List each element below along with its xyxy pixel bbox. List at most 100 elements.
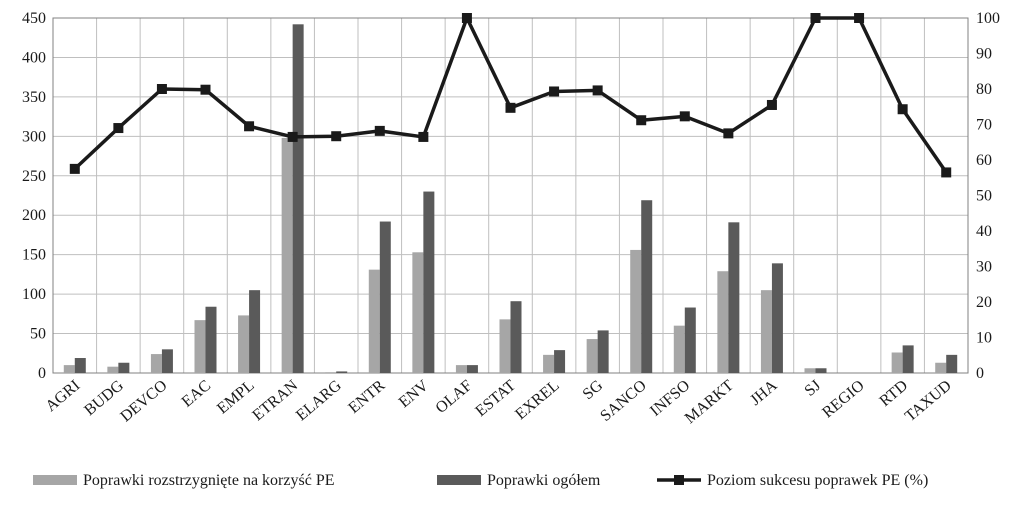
bar xyxy=(630,249,642,373)
bar xyxy=(379,221,391,373)
legend-item: Poprawki ogółem xyxy=(437,472,601,489)
x-tick-label: ENTR xyxy=(345,377,388,417)
bar xyxy=(74,358,86,373)
bar xyxy=(150,354,162,373)
bar xyxy=(107,366,119,373)
x-tick-label: AGRI xyxy=(42,377,83,415)
line-marker xyxy=(592,85,603,96)
right-y-tick-label: 90 xyxy=(976,46,992,63)
line-marker xyxy=(461,13,472,23)
x-tick-label: JHA xyxy=(747,377,781,409)
x-tick-label: ELARG xyxy=(293,377,345,425)
bar xyxy=(292,24,304,374)
line-marker xyxy=(854,13,865,23)
x-tick-label: RTD xyxy=(877,377,912,410)
bar xyxy=(804,368,816,373)
bar xyxy=(281,137,293,373)
line-marker xyxy=(897,104,908,115)
line-marker xyxy=(244,121,255,132)
bar xyxy=(510,301,522,373)
left-y-tick-label: 300 xyxy=(22,128,46,145)
x-tick-label: OLAF xyxy=(433,377,476,417)
bar xyxy=(946,354,958,373)
legend-swatch xyxy=(437,475,481,485)
bar xyxy=(586,339,598,373)
bar xyxy=(684,307,696,373)
bar xyxy=(336,371,348,373)
left-y-tick-label: 50 xyxy=(30,326,46,343)
bar xyxy=(771,263,783,373)
x-tick-label: TAXUD xyxy=(902,377,955,425)
line-marker xyxy=(156,84,167,94)
right-y-tick-label: 60 xyxy=(976,152,992,169)
x-tick-label: ESTAT xyxy=(472,377,519,420)
legend-swatch xyxy=(33,475,77,485)
line-marker xyxy=(287,131,298,142)
line-marker xyxy=(331,131,342,142)
line-marker xyxy=(113,123,124,134)
bar xyxy=(205,306,217,373)
bar xyxy=(554,350,566,373)
x-tick-label: SJ xyxy=(802,377,825,400)
bar xyxy=(249,290,261,373)
legend-label: Poziom sukcesu poprawek PE (%) xyxy=(707,472,928,489)
bar xyxy=(466,365,478,373)
bar xyxy=(891,352,903,373)
line-marker xyxy=(723,128,734,139)
right-y-tick-label: 50 xyxy=(976,188,992,205)
right-y-tick-label: 100 xyxy=(976,10,1000,27)
legend-label: Poprawki rozstrzygnięte na korzyść PE xyxy=(83,472,334,489)
bar xyxy=(673,325,685,373)
right-y-tick-label: 30 xyxy=(976,259,992,276)
right-y-tick-label: 20 xyxy=(976,294,992,311)
left-y-tick-label: 0 xyxy=(38,365,46,382)
line-marker xyxy=(549,86,560,97)
bar xyxy=(118,362,130,373)
right-y-tick-label: 70 xyxy=(976,117,992,134)
x-tick-label: EXREL xyxy=(512,377,562,423)
line-marker xyxy=(69,163,80,174)
x-tick-label: SANCO xyxy=(597,377,649,425)
line-marker xyxy=(941,167,952,178)
line-marker xyxy=(418,131,429,142)
bar xyxy=(815,368,827,373)
bar xyxy=(368,269,380,373)
x-tick-label: ETRAN xyxy=(249,377,301,425)
bar xyxy=(194,320,206,373)
bar xyxy=(760,290,772,373)
legend-item: Poziom sukcesu poprawek PE (%) xyxy=(657,472,928,489)
x-tick-label: ENV xyxy=(396,377,432,411)
line-marker xyxy=(505,102,516,113)
bar xyxy=(717,271,729,373)
left-y-tick-label: 450 xyxy=(22,10,46,27)
legend-label: Poprawki ogółem xyxy=(487,472,601,489)
right-y-tick-label: 40 xyxy=(976,223,992,240)
line-marker xyxy=(374,125,385,136)
left-y-tick-label: 100 xyxy=(22,286,46,303)
x-tick-label: REGIO xyxy=(819,377,867,421)
bar xyxy=(423,191,435,373)
bar xyxy=(325,372,337,373)
line-marker xyxy=(636,115,647,126)
right-y-tick-label: 10 xyxy=(976,330,992,347)
x-tick-label: DEVCO xyxy=(117,377,170,425)
legend-marker xyxy=(674,475,684,485)
left-y-tick-label: 350 xyxy=(22,89,46,106)
x-tick-label: EAC xyxy=(179,377,214,411)
line-marker xyxy=(679,111,690,122)
left-y-tick-label: 200 xyxy=(22,207,46,224)
bar xyxy=(161,349,173,373)
line-marker xyxy=(200,84,211,95)
bar xyxy=(597,330,609,373)
bar xyxy=(728,222,740,373)
left-y-tick-label: 150 xyxy=(22,247,46,264)
x-tick-label: MARKT xyxy=(682,377,737,427)
right-y-tick-label: 80 xyxy=(976,81,992,98)
success-rate-line xyxy=(73,16,948,174)
legend-item: Poprawki rozstrzygnięte na korzyść PE xyxy=(33,472,334,489)
right-y-tick-label: 0 xyxy=(976,365,984,382)
left-y-tick-label: 250 xyxy=(22,168,46,185)
bar xyxy=(238,315,250,373)
